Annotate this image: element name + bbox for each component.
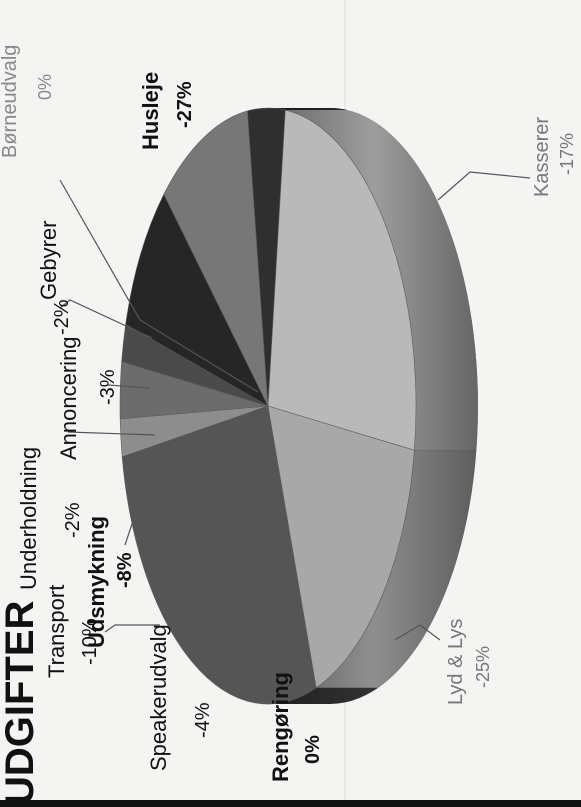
pie-rim xyxy=(268,108,478,704)
slice-husleje xyxy=(121,405,317,705)
leader-transport xyxy=(104,624,160,633)
label-transport: Transport xyxy=(44,584,69,678)
label-annoncering: Annoncering xyxy=(56,336,81,460)
leader-borneudvalg xyxy=(59,179,259,393)
value-husleje: -27% xyxy=(174,81,196,128)
value-kasserer: -17% xyxy=(557,132,577,175)
slice-kasserer xyxy=(267,405,415,689)
label-speakerudvalg: Speakerudvalg xyxy=(146,624,171,771)
leader-udsmykning xyxy=(124,499,161,546)
pie-rim-shading xyxy=(268,108,478,704)
pie-top xyxy=(119,107,417,705)
value-rengoring: 0% xyxy=(302,735,324,764)
leader-annoncering xyxy=(107,384,151,389)
leader-lyd-lys xyxy=(394,624,441,641)
label-gebyrer: Gebyrer xyxy=(36,220,61,300)
label-lyd-lys: Lyd & Lys xyxy=(445,618,467,705)
leader-kasserer xyxy=(437,171,531,201)
leader-lines xyxy=(59,171,531,691)
slice-udsmykning xyxy=(125,193,269,407)
label-borneudvalg: Børneudvalg xyxy=(0,44,21,158)
value-udsmykning: -8% xyxy=(114,552,136,588)
label-husleje: Husleje xyxy=(138,71,163,150)
value-speakerudvalg: -4% xyxy=(192,702,214,738)
label-udsmykning: Udsmykning xyxy=(84,515,109,648)
label-rengoring: Rengøring xyxy=(268,672,293,782)
label-kasserer: Kasserer xyxy=(531,116,553,197)
value-annoncering: -3% xyxy=(97,369,119,405)
value-lyd-lys: -25% xyxy=(473,645,493,688)
chart-title: UDGIFTER xyxy=(0,600,42,805)
scan-edge xyxy=(0,800,581,807)
leader-underholdning xyxy=(67,431,156,436)
leader-speakerudvalg xyxy=(221,681,231,691)
slice-transport xyxy=(163,110,269,407)
label-underholdning: Underholdning xyxy=(16,446,41,590)
value-underholdning: -2% xyxy=(62,502,84,538)
value-gebyrer: -2% xyxy=(51,299,73,335)
slice-lyd-lys xyxy=(267,109,417,451)
leader-gebyrer xyxy=(59,299,153,339)
value-borneudvalg: 0% xyxy=(35,73,55,100)
